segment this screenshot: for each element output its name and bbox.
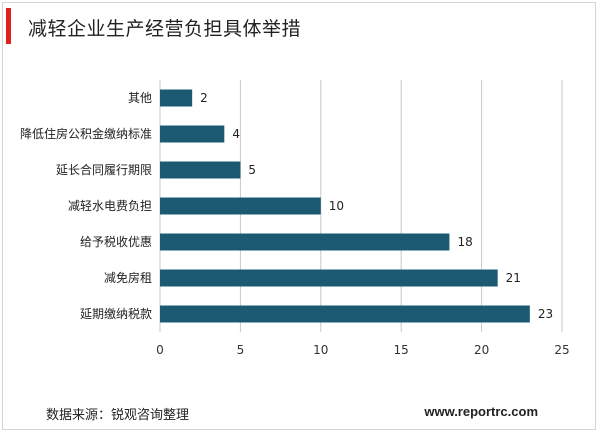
bar (160, 89, 193, 107)
chart-title: 减轻企业生产经营负担具体举措 (28, 18, 302, 40)
x-tick-label: 5 (237, 343, 245, 357)
bar (160, 197, 321, 215)
x-tick-label: 25 (554, 343, 569, 357)
data-source-note: 数据来源：锐观咨询整理 (46, 408, 190, 423)
category-label: 其他 (128, 91, 152, 105)
x-tick-label: 10 (313, 343, 328, 357)
data-label: 2 (200, 91, 208, 105)
chart-frame (2, 2, 596, 430)
bar (160, 305, 530, 323)
bar (160, 269, 498, 287)
category-label: 延长合同履行期限 (56, 162, 152, 177)
bar (160, 125, 225, 143)
data-label: 21 (506, 271, 521, 285)
data-label: 23 (538, 307, 553, 321)
x-tick-label: 0 (156, 343, 164, 357)
category-label: 减轻水电费负担 (68, 199, 152, 213)
data-label: 18 (457, 235, 472, 249)
x-tick-label: 15 (394, 343, 409, 357)
label-layer: 0 5 10 15 20 25 其他 2 降低住房公积金缴纳标准 4 延长合同履行期限 5 减轻水电费负… (20, 91, 570, 357)
category-label: 减免房租 (104, 270, 152, 285)
data-label: 5 (248, 163, 256, 177)
category-label: 降低住房公积金缴纳标准 (20, 126, 152, 141)
category-label: 给予税收优惠 (80, 235, 152, 249)
bar (160, 233, 450, 251)
data-label: 4 (232, 127, 240, 141)
title-accent-bar (6, 8, 11, 44)
data-label: 10 (329, 199, 344, 213)
x-tick-label: 20 (474, 343, 489, 357)
website-url[interactable]: www.reportrc.com (424, 404, 538, 419)
bar (160, 161, 241, 179)
bar-layer (160, 89, 530, 323)
category-label: 延期缴纳税款 (80, 306, 152, 321)
